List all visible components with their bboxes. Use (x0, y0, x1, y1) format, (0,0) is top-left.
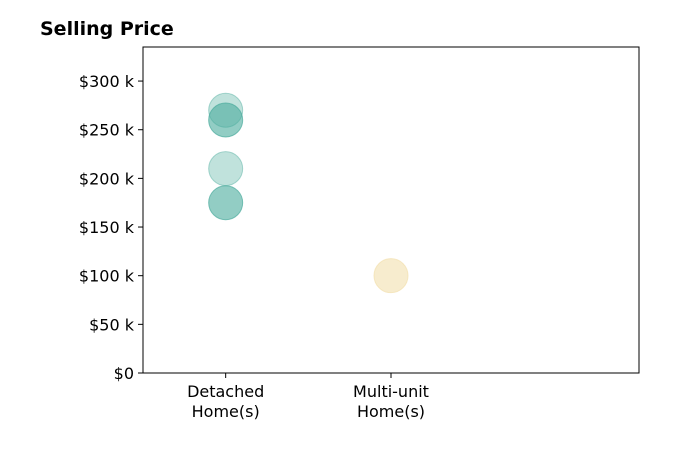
y-tick-label: $0 (114, 364, 134, 383)
data-point (373, 258, 409, 294)
data-point (208, 185, 244, 221)
y-tick-label: $250 k (79, 121, 135, 140)
y-tick-label: $100 k (79, 267, 135, 286)
data-point (208, 102, 244, 138)
x-tick-label: Detached Home(s) (187, 382, 264, 421)
y-tick-label: $50 k (89, 315, 135, 334)
data-point (208, 151, 244, 187)
y-tick-label: $150 k (79, 218, 135, 237)
data-points (208, 92, 409, 294)
x-axis: Detached Home(s) Multi-unit Home(s) (187, 373, 429, 421)
x-tick-label: Multi-unit Home(s) (353, 382, 429, 421)
chart-title: Selling Price (40, 18, 174, 40)
y-tick-label: $300 k (79, 72, 135, 91)
y-tick-label: $200 k (79, 169, 135, 188)
y-axis: $0 $50 k $100 k $150 k $200 k $250 k $300 k (79, 72, 143, 383)
